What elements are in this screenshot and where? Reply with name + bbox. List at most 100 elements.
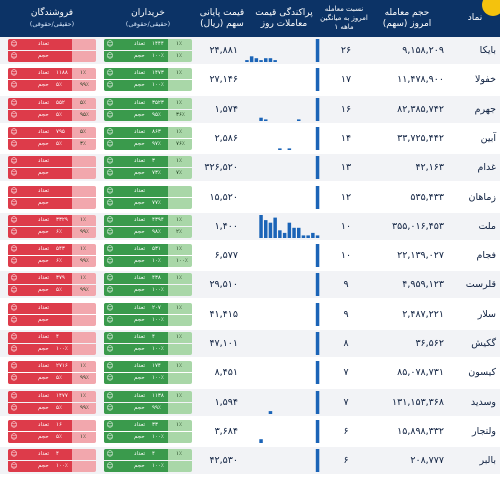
sell-count-label: تعداد [38,99,50,106]
spark-bar [254,58,259,62]
table-row[interactable]: بایکا ۹,۱۵۸,۲۰۹ ۲۶ ۲۴,۸۸۱ ☺ تعداد ۱۴۴۴ ۱٪ ☺ حجم ۱۰… [0,37,500,64]
sell-vol-fill [8,314,72,326]
spark-svg [245,39,320,63]
sell-count-bar: ☺ تعداد ۳۷۹ ۱٪ [8,273,96,285]
price-distribution-chart [240,331,320,356]
table-row[interactable]: جهرم ۸۲,۳۸۵,۷۴۲ ۱۶ ۱,۵۷۴ ☺ تعداد ۳۵۲۳ ۱٪ ☺ حجم ۹۵٪… [0,95,500,123]
sell-vol-value: ۱۰۰٪ [56,346,68,352]
table-row[interactable]: گکیش ۳۶,۵۶۲ ۸ ۴۷,۱۰۱ ☺ تعداد ۴ ۱٪ ☺ حجم ۱۰۰٪ ☺ تعداد… [0,330,500,357]
volume-cell: ۱۱,۴۷۸,۹۰۰ [397,74,444,86]
buy-count-fill [104,244,168,256]
symbol-cell[interactable]: آبین [480,132,496,144]
symbol-cell[interactable]: ولتجار [472,425,496,437]
buy-count-bar: ☺ تعداد ۱۱۳۸ ۱٪ [104,390,192,402]
symbol-cell[interactable]: بالبر [479,455,496,467]
sell-count-label: تعداد [38,392,50,399]
spark-svg [259,97,320,121]
buy-vol-label: حجم [134,375,145,382]
table-row[interactable]: سلار ۲,۴۸۷,۲۲۱ ۹ ۴۱,۴۱۵ ☺ تعداد ۲۰۷ ۱٪ ☺ حجم ۱۰۰٪ ☺… [0,300,500,328]
buy-count-fill [104,39,168,50]
symbol-cell[interactable]: ملت [478,220,496,232]
person-icon: ☺ [106,139,114,148]
buy-count-fill [104,185,168,197]
buy-box: ☺ تعداد ۴۳۸ ۱٪ ☺ حجم ۱۰۰٪ [104,273,192,297]
spark-bar [297,118,301,121]
sell-vol-fill [8,256,72,268]
sell-count-pct: ۱٪ [80,216,86,223]
symbol-cell[interactable]: سلار [477,308,496,320]
sell-count-value: ۴ [56,334,59,340]
header-price: قیمت پایانی سهم (ریال) [199,7,245,29]
buy-vol-value: ۱۰۰٪ [152,375,164,382]
symbol-cell[interactable]: گکیش [471,338,496,349]
spark-bar [259,439,263,443]
header-sellers: فروشندگان (حقیقی/حقوقی) [29,7,75,28]
buy-count-bar: ☺ تعداد ۳ ۱٪ [104,156,192,168]
spark-bar [315,244,320,268]
buy-vol-label: حجم [134,82,145,89]
symbol-cell[interactable]: وسدید [470,396,496,408]
sell-count-pct: ۵٪ [80,99,86,106]
spark-bar [273,217,277,238]
sell-count-fill [8,244,72,256]
buy-vol-bar: ☺ حجم ۱۰۰٪ [104,344,192,355]
symbol-cell[interactable]: جهرم [474,103,496,115]
header-symbol: نماد [467,13,483,23]
buy-vol-bar: ☺ حجم ۱۰۰٪ [104,285,192,297]
spark-svg [315,302,320,326]
table-row[interactable]: فجام ۲۲,۱۳۹,۰۲۷ ۱۰ ۶,۵۷۷ ☺ تعداد ۵۳۱ ۱٪ ☺ حجم ۱۰٪ ۱… [0,242,500,270]
table-row[interactable]: بالبر ۲۰۸,۷۷۷ ۶ ۴۲,۵۳۰ ☺ تعداد ۴ ۱٪ ☺ حجم ۱۰۰٪ ☺ تعد… [0,447,500,475]
sell-count-pct: ۱٪ [80,363,86,370]
sell-vol-label: حجم [38,111,49,118]
person-icon: ☺ [10,303,18,312]
table-row[interactable]: غدام ۴۲,۱۶۳ ۱۳ ۳۲۶,۵۲۰ ☺ تعداد ۳ ۱٪ ☺ حجم ۷۳٪ ۷٪ ☺ تع… [0,154,500,182]
ratio-cell: ۲۶ [340,45,352,56]
buy-vol-pct: ۱٪ [176,53,182,59]
person-icon: ☺ [106,98,114,107]
buy-count-value: ۳ [152,158,155,165]
sell-vol-pct: ۹۵٪ [80,111,89,118]
sell-vol-fill [8,431,72,443]
volume-cell: ۲۲,۱۳۹,۰۲۷ [397,250,444,262]
sell-count-fill [8,156,72,168]
symbol-cell[interactable]: قلرست [465,279,496,291]
sell-count-fill [8,97,72,109]
table-row[interactable]: زماهان ۵۳۵,۴۳۳ ۱۲ ۱۵,۵۲۰ ☺ تعداد ☺ حجم ۷۷٪ ☺ تعداد… [0,183,500,211]
ratio-cell: ۱۰ [340,250,352,262]
buy-count-value: ۴ [152,451,155,458]
table-row[interactable]: قلرست ۴,۹۵۹,۱۲۳ ۹ ۲۹,۵۱۰ ☺ تعداد ۴۳۸ ۱٪ ☺ حجم ۱۰۰٪… [0,271,500,299]
ratio-cell: ۶ [343,455,349,467]
table-row[interactable]: ملت ۳۵۵,۰۱۶,۴۵۳ ۱۰ ۱,۴۰۰ ☺ تعداد ۴۳۹۴ ۱٪ ☺ حجم ۹۸٪… [0,212,500,240]
sell-count-value: ۳۳۲۹ [56,216,68,223]
buy-count-pct: ۱٪ [176,158,182,165]
symbol-cell[interactable]: بایکا [479,45,496,56]
person-icon: ☺ [106,169,114,178]
buy-count-value: ۱۴۴۴ [152,41,164,47]
sell-count-fill [8,419,72,431]
symbol-cell[interactable]: زماهان [468,191,496,203]
buy-box: ☺ تعداد ۴ ۱٪ ☺ حجم ۱۰۰٪ [104,332,192,355]
symbol-cell[interactable]: غدام [477,162,496,174]
sell-vol-value: ۵٪ [56,140,62,147]
header-buyers: خریداران (حقیقی/حقوقی) [125,7,171,28]
sell-count-value: ۱۴۷۷ [56,392,68,399]
symbol-cell[interactable]: فجام [476,250,496,262]
sell-count-label: تعداد [38,363,50,370]
sell-box: ☺ تعداد ۴ ☺ حجم ۱۰۰٪ [8,449,96,473]
buy-vol-label: حجم [134,404,145,411]
spark-bar [301,235,306,238]
sell-count-pct: ۵٪ [80,128,86,135]
table-row[interactable]: آبین ۳۳,۷۲۵,۴۴۲ ۱۴ ۲,۵۸۶ ☺ تعداد ۸۶۳ ۱٪ ☺ حجم ۹۷٪ ۷… [0,124,500,152]
symbol-cell[interactable]: خفولا [474,74,496,86]
table-row[interactable]: وسدید ۱۳۱,۱۵۳,۳۶۸ ۷ ۱,۵۹۴ ☺ تعداد ۱۱۳۸ ۱٪ ☺ حجم ۹۹… [0,388,500,416]
symbol-cell[interactable]: کیسون [468,367,496,379]
spark-bar [315,449,320,473]
buy-box: ☺ تعداد ۱۴۷۳ ۱٪ ☺ حجم ۱۰۰٪ [104,68,192,92]
sell-vol-fill [8,402,72,414]
table-row[interactable]: خفولا ۱۱,۴۷۸,۹۰۰ ۱۷ ۲۷,۱۴۶ ☺ تعداد ۱۴۷۳ ۱٪ ☺ حجم ۱… [0,66,500,94]
sell-vol-label: حجم [38,140,49,147]
sell-count-bar: ☺ تعداد ۲۷۱۶ ۱٪ [8,361,96,373]
table-row[interactable]: کیسون ۸۵,۰۷۸,۷۳۱ ۷ ۸,۴۵۱ ☺ تعداد ۱۷۴ ۱٪ ☺ حجم ۱۰۰٪… [0,359,500,387]
table-row[interactable]: ولتجار ۱۵,۸۹۸,۳۳۲ ۶ ۳,۶۸۴ ☺ تعداد ۳۳ ۱٪ ☺ حجم ۱۰۰٪… [0,417,500,445]
sell-vol-bar: ☺ حجم ۶٪ ۹۹٪ [8,226,96,238]
